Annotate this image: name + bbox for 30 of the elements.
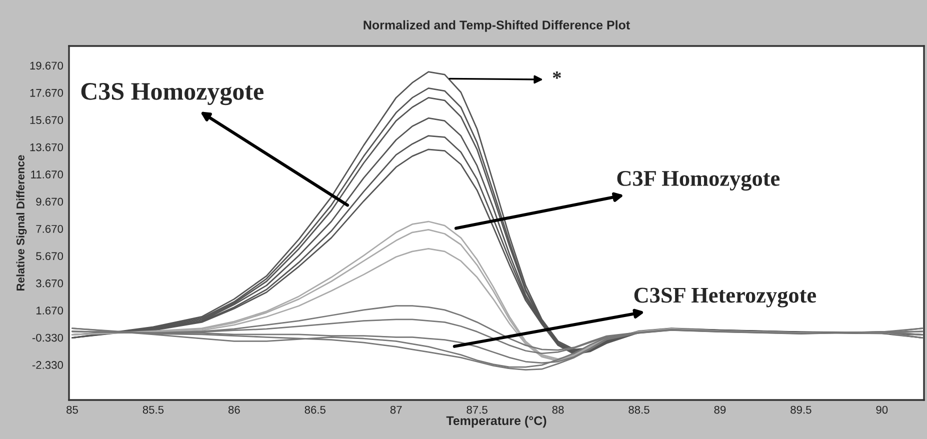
x-tick-label: 87	[390, 406, 402, 414]
chart-title: Normalized and Temp-Shifted Difference Plot	[364, 20, 630, 32]
annotation: C3S Homozygote	[81, 83, 264, 106]
annotation: C3F Homozygote	[617, 170, 780, 191]
x-tick-label: 86	[228, 406, 240, 414]
y-tick-label: 15.670	[30, 116, 64, 124]
annotation: *	[552, 71, 561, 79]
x-tick-label: 88.5	[628, 406, 650, 414]
y-tick-label: 7.670	[36, 224, 64, 233]
y-tick-label: -2.330	[32, 361, 64, 369]
y-tick-label: 5.670	[36, 252, 64, 260]
x-tick-label: 89	[714, 406, 726, 414]
y-axis-title: Relative Signal Difference	[16, 155, 27, 290]
x-tick-label: 88	[552, 406, 564, 414]
y-tick-label: 9.670	[36, 198, 64, 206]
annotation: C3SF Heterozygote	[634, 288, 816, 308]
y-tick-label: 11.670	[31, 170, 64, 178]
x-tick-label: 89.5	[790, 406, 812, 414]
y-tick-label: 13.670	[30, 143, 64, 152]
x-tick-label: 87.5	[466, 406, 488, 414]
y-tick-label: 1.670	[36, 306, 64, 314]
x-tick-label: 85	[66, 406, 78, 414]
x-tick-label: 86.5	[304, 406, 326, 414]
y-tick-label: 3.670	[36, 279, 64, 288]
x-tick-label: 85.5	[142, 406, 164, 414]
y-tick-label: 19.670	[30, 62, 64, 70]
x-axis-title: Temperature (°C)	[446, 416, 546, 428]
y-tick-label: 17.670	[30, 88, 64, 97]
y-tick-label: -0.330	[32, 334, 64, 342]
x-tick-label: 90	[876, 406, 888, 414]
